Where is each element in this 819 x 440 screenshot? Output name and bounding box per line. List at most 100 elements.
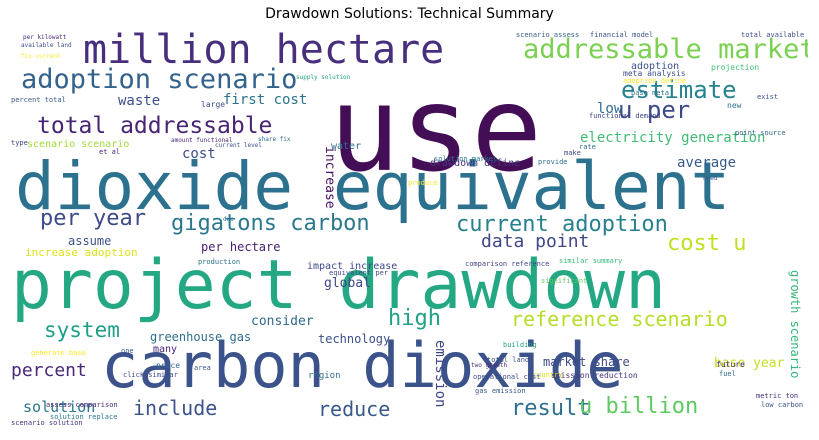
cloud-word: type [11,139,28,147]
cloud-word: scenario assess [516,31,580,39]
cloud-word: percent total [11,96,66,104]
cloud-word: solution replace [50,413,118,421]
cloud-word: price [156,361,181,370]
cloud-word: per hectare [201,240,281,254]
cloud-word: reduce [318,397,391,421]
cloud-word: production [198,258,241,266]
cloud-word: generate base [31,349,86,357]
cloud-word: assume [68,234,112,248]
cloud-word: electricity generation [580,130,766,146]
cloud-word: operational cost [473,373,541,381]
cloud-word: equivalent per [329,269,389,277]
cloud-word: high [388,306,441,331]
cloud-word: u per [618,96,691,124]
cloud-word: project drawdown [11,246,667,325]
cloud-word: scenario solution [11,419,83,427]
cloud-word: use [329,60,543,198]
cloud-word: dioxide equivalent [15,148,731,225]
cloud-word: comparison reference [465,260,550,268]
cloud-word: total available [741,31,805,39]
cloud-word: area [194,364,211,372]
cloud-word: rate [579,143,596,151]
cloud-word: million hectare [83,30,445,73]
cloud-word: impact increase [307,261,398,272]
cloud-word: water [331,141,362,152]
cloud-word: current level [215,142,262,149]
cloud-word: make [564,149,581,157]
cloud-word: addressable market [523,34,808,65]
cloud-word: available land [21,42,72,49]
cloud-word: projection [711,63,760,72]
cloud-word: cost u [667,231,747,256]
cloud-word: average [677,155,737,171]
cloud-word: solution [23,398,96,416]
cloud-word: large [201,100,226,109]
cloud-word: u billion [579,394,699,419]
cloud-word: future [716,360,745,369]
cloud-word: metric ton [756,392,799,400]
cloud-word: supply solution [296,74,351,81]
cloud-word: assess comparison [46,401,118,409]
cloud-word: low carbon [761,401,804,409]
cloud-word: estimate [621,76,737,104]
cloud-word: scenario scenario [27,139,130,150]
cloud-word: reference scenario [511,307,728,331]
cloud-word: cost [182,146,216,162]
cloud-word: gigatons carbon [171,211,370,236]
cloud-word: similar summary [559,257,623,265]
cloud-word: share fix [258,136,291,143]
cloud-word: total addressable [37,113,273,139]
cloud-word: drawdown define [430,158,521,169]
cloud-word: carbon dioxide [101,329,624,402]
cloud-word: significant [541,277,588,285]
cloud-word: solution market [434,155,498,163]
cloud-word: country [533,371,563,379]
cloud-word: provide [538,158,568,166]
cloud-word: total land [487,356,530,364]
cloud-word: per year [40,206,146,231]
cloud-word: adoption [631,61,680,72]
cloud-word: waste [118,93,161,109]
cloud-word: consider [251,314,314,329]
cloud-word: click similar [123,371,178,379]
word-cloud: use dioxide equivalent project drawdown car… [11,30,808,428]
cloud-word: meta analysis [623,69,686,78]
cloud-word: base meta [631,89,669,97]
cloud-word: base year [714,356,785,371]
cloud-word: new [727,101,742,110]
cloud-word: result [511,396,591,421]
cloud-word: increase [322,146,337,209]
cloud-word: emission reduction [551,371,638,380]
cloud-word: exist [757,93,779,101]
cloud-word: increase adoption [25,246,138,259]
cloud-word: due [223,216,234,223]
cloud-word: emission [432,340,448,408]
cloud-word: data point [481,231,590,252]
cloud-word: low [597,101,623,117]
cloud-word: per kilowatt [23,34,67,41]
cloud-word: global [324,276,371,291]
cloud-word: gas emission [475,387,526,395]
cloud-word: system [44,318,120,342]
cloud-word: growth scenario [788,270,802,379]
cloud-word: et al [99,148,121,156]
cloud-word: fix current [21,53,61,60]
cloud-word: region [308,371,341,381]
cloud-word: functional demand [589,112,661,120]
cloud-word: many [153,344,178,355]
cloud-word: fuel [719,370,736,378]
cloud-word: technology [318,332,391,346]
cloud-word: first cost [223,92,308,108]
cloud-word: need [703,175,718,182]
cloud-word: amount functional [171,137,233,144]
cloud-word: market share [543,355,630,369]
cloud-word: financial model [590,31,654,39]
page-title: Drawdown Solutions: Technical Summary [265,6,554,22]
cloud-word: adoption scenario [21,64,298,95]
cloud-word: include [133,396,218,420]
cloud-word: greenhouse gas [150,330,252,344]
cloud-word: produce [408,179,438,187]
cloud-word: current adoption [456,212,668,237]
cloud-word: two growth [471,362,508,369]
cloud-word: point source [735,129,786,137]
